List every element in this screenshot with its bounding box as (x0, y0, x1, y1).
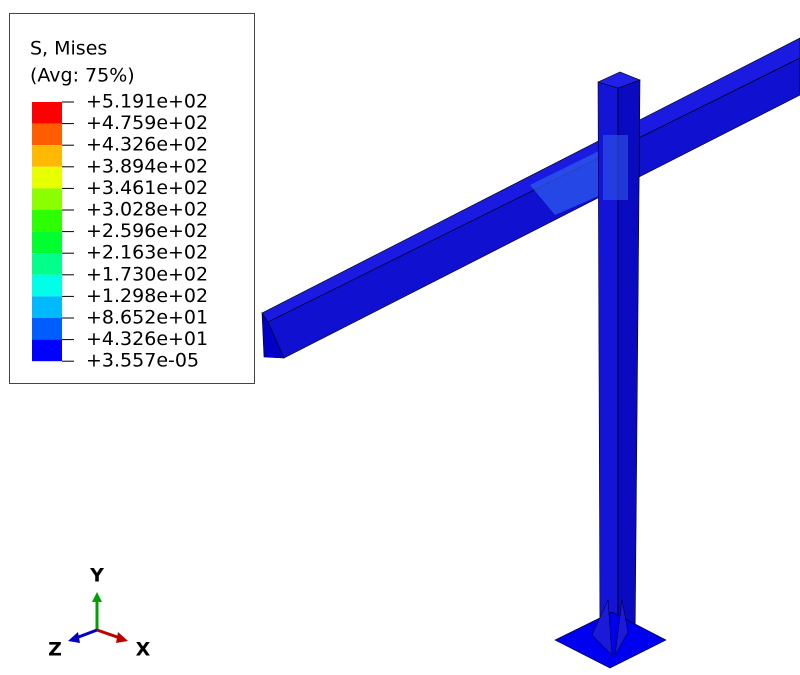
legend-label: +8.652e+01 (86, 307, 208, 329)
x-axis-arrow (97, 630, 120, 638)
legend-label: +3.557e-05 (86, 350, 199, 372)
legend-label: +3.461e+02 (86, 177, 208, 199)
color-band (32, 318, 62, 340)
triad-y-label: Y (89, 565, 104, 587)
legend-label: +3.028e+02 (86, 199, 208, 221)
color-bar: +5.191e+02+4.759e+02+4.326e+02+3.894e+02… (32, 91, 208, 372)
legend-label: +2.163e+02 (86, 242, 208, 264)
color-band (32, 210, 62, 232)
legend-label: +1.730e+02 (86, 263, 208, 285)
triad-x-label: X (136, 639, 151, 661)
triad-z-label: Z (48, 639, 62, 661)
beam-top (262, 38, 800, 322)
legend-label: +5.191e+02 (86, 91, 208, 113)
color-band (32, 188, 62, 210)
color-band (32, 102, 62, 124)
color-band (32, 124, 62, 146)
legend-label: +4.326e+01 (86, 328, 208, 350)
legend-label: +3.894e+02 (86, 155, 208, 177)
color-band (32, 145, 62, 167)
viewport: S, Mises (Avg: 75%) +5.191e+02+4.759e+02… (0, 0, 800, 675)
z-arrowhead (68, 632, 80, 643)
legend-label: +4.326e+02 (86, 134, 208, 156)
beam-side (268, 58, 800, 358)
legend-label: +2.596e+02 (86, 220, 208, 242)
model-view: S, Mises (Avg: 75%) +5.191e+02+4.759e+02… (0, 0, 800, 675)
x-arrowhead (116, 632, 128, 643)
color-band (32, 167, 62, 189)
color-band (32, 340, 62, 362)
legend-label: +1.298e+02 (86, 285, 208, 307)
color-band (32, 232, 62, 254)
y-arrowhead (92, 592, 102, 602)
color-band (32, 253, 62, 275)
color-band (32, 296, 62, 318)
legend-subtitle: (Avg: 75%) (30, 65, 135, 87)
z-axis-arrow (76, 630, 97, 638)
legend-label: +4.759e+02 (86, 112, 208, 134)
connection (603, 135, 628, 200)
legend-title: S, Mises (30, 38, 107, 60)
color-band (32, 275, 62, 297)
